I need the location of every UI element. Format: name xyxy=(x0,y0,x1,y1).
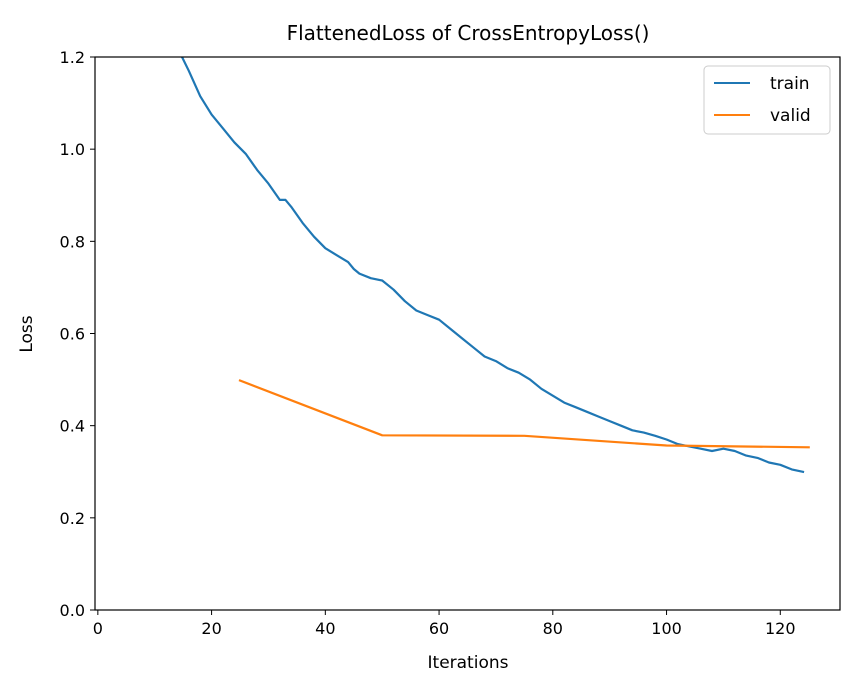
x-tick-label: 0 xyxy=(93,619,103,638)
chart-title: FlattenedLoss of CrossEntropyLoss() xyxy=(287,21,650,45)
y-axis-ticks: 0.0 0.2 0.4 0.6 0.8 1.0 1.2 xyxy=(60,48,95,620)
y-tick-label: 0.0 xyxy=(60,601,85,620)
x-tick-label: 120 xyxy=(765,619,796,638)
legend-label-valid: valid xyxy=(770,106,811,126)
x-tick-label: 80 xyxy=(543,619,563,638)
y-tick-label: 0.2 xyxy=(60,509,85,528)
y-tick-label: 0.6 xyxy=(60,325,85,344)
x-axis-label: Iterations xyxy=(428,653,509,673)
x-tick-label: 60 xyxy=(429,619,449,638)
y-axis-label: Loss xyxy=(17,315,37,352)
series-line-train xyxy=(180,57,805,474)
x-tick-label: 40 xyxy=(315,619,335,638)
y-tick-label: 1.2 xyxy=(60,48,85,67)
series-line-valid xyxy=(238,379,810,449)
legend-box xyxy=(703,65,831,135)
plot-frame xyxy=(94,56,841,611)
x-tick-label: 20 xyxy=(201,619,221,638)
plot-lines xyxy=(180,57,810,474)
x-tick-label: 100 xyxy=(651,619,682,638)
legend: train valid xyxy=(703,65,831,135)
x-axis-ticks: 0 20 40 60 80 100 120 xyxy=(93,610,796,638)
y-tick-label: 0.4 xyxy=(60,417,85,436)
legend-label-train: train xyxy=(770,74,810,94)
y-tick-label: 0.8 xyxy=(60,232,85,251)
y-tick-label: 1.0 xyxy=(60,140,85,159)
